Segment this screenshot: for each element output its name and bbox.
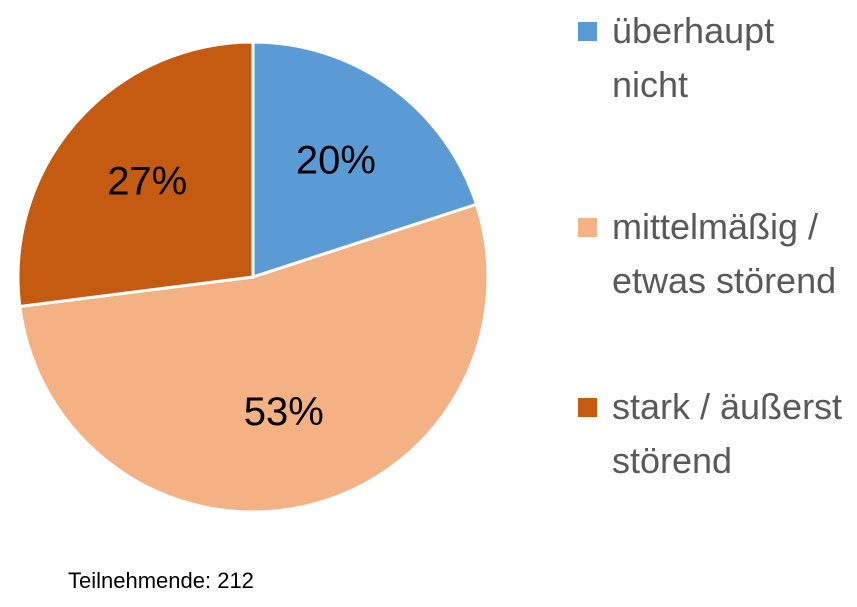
annotation: Teilnehmende: 212 (68, 568, 254, 593)
legend-swatch (578, 218, 597, 237)
legend-entry: überhaupt nicht (578, 4, 848, 112)
pie-slice (251, 40, 479, 280)
legend-swatch (578, 398, 597, 417)
legend-entry: stark / äußerst störend (578, 380, 848, 488)
data-label: 27% (107, 159, 187, 203)
legend-label: stark / äußerst störend (612, 386, 843, 481)
pie-slice (18, 202, 490, 514)
pie-slice (16, 40, 255, 309)
pie-area: 20% 53% 27% (16, 40, 490, 514)
legend-entry: mittelmäßig / etwas störend (578, 200, 848, 308)
legend-label: überhaupt nicht (612, 10, 775, 105)
legend-label: mittelmäßig / etwas störend (612, 206, 837, 301)
data-label: 53% (244, 390, 324, 434)
data-label: 20% (296, 138, 376, 182)
legend-swatch (578, 22, 597, 41)
